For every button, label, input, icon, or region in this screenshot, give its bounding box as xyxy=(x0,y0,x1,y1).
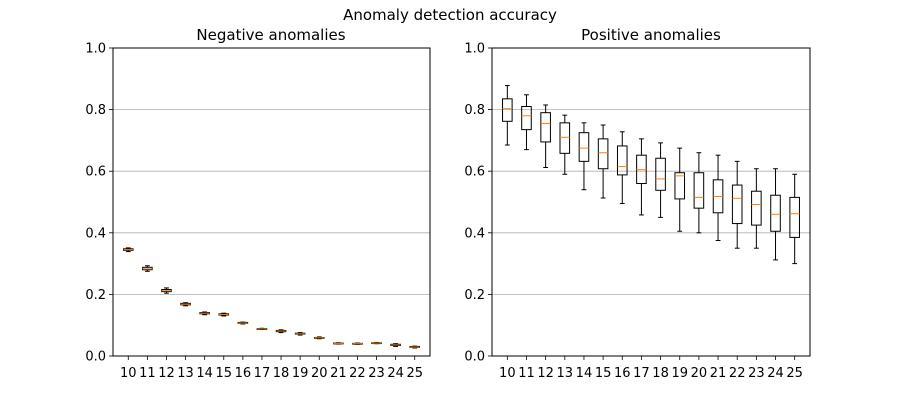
y-tick-label: 1.0 xyxy=(85,42,106,57)
x-tick-label: 23 xyxy=(748,366,765,381)
x-tick-label: 13 xyxy=(177,366,194,381)
x-tick-label: 25 xyxy=(406,366,423,381)
box-24 xyxy=(390,343,401,347)
box-16 xyxy=(237,321,249,325)
box-11 xyxy=(142,265,153,272)
iqr-box xyxy=(540,112,551,143)
y-tick-label: 1.0 xyxy=(464,42,485,57)
x-tick-label: 15 xyxy=(595,366,612,381)
y-tick-label: 0.0 xyxy=(85,350,106,365)
negative-anomalies-title: Negative anomalies xyxy=(196,26,345,44)
box-23 xyxy=(371,341,382,345)
positive-anomalies-title: Positive anomalies xyxy=(581,26,721,44)
x-tick-label: 20 xyxy=(311,366,328,381)
axes-frame xyxy=(491,47,811,357)
box-13 xyxy=(180,302,191,307)
x-tick-label: 24 xyxy=(767,366,784,381)
x-tick-label: 23 xyxy=(368,366,385,381)
box-22 xyxy=(352,342,363,345)
y-tick-label: 0.4 xyxy=(464,226,485,241)
iqr-box xyxy=(770,194,781,232)
y-tick-label: 0.2 xyxy=(464,288,485,303)
box-19 xyxy=(294,332,306,336)
x-tick-label: 11 xyxy=(518,366,535,381)
positive-anomalies-panel: Positive anomalies 0.00.20.40.60.81.010 1… xyxy=(464,26,811,381)
iqr-box xyxy=(521,106,532,131)
y-tick-label: 0.8 xyxy=(85,103,106,118)
box-25 xyxy=(789,173,800,265)
figure-title: Anomaly detection accuracy xyxy=(343,6,557,24)
box-12 xyxy=(540,104,551,169)
iqr-box xyxy=(751,190,762,226)
y-tick-label: 0.6 xyxy=(85,165,106,180)
box-16 xyxy=(616,131,628,205)
box-10 xyxy=(502,85,513,146)
box-10 xyxy=(123,247,134,253)
x-tick-label: 18 xyxy=(652,366,669,381)
x-tick-label: 20 xyxy=(691,366,708,381)
box-21 xyxy=(712,154,724,241)
box-12 xyxy=(161,287,172,294)
y-tick-label: 0.0 xyxy=(464,350,485,365)
box-23 xyxy=(751,168,762,249)
box-20 xyxy=(313,336,325,340)
y-tick-label: 0.4 xyxy=(85,226,106,241)
box-11 xyxy=(521,94,532,151)
box-13 xyxy=(559,114,571,175)
axes-frame xyxy=(112,47,431,357)
x-tick-label: 22 xyxy=(349,366,366,381)
y-tick-label: 0.8 xyxy=(464,103,485,118)
y-tick-label: 0.2 xyxy=(85,288,106,303)
iqr-box xyxy=(597,138,609,170)
x-tick-label: 19 xyxy=(292,366,309,381)
iqr-box xyxy=(674,172,686,200)
iqr-box xyxy=(731,184,743,225)
x-tick-label: 21 xyxy=(330,366,347,381)
x-tick-label: 13 xyxy=(557,366,574,381)
box-17 xyxy=(636,138,647,216)
x-tick-label: 10 xyxy=(499,366,516,381)
box-15 xyxy=(597,124,609,199)
box-25 xyxy=(409,345,420,349)
x-tick-label: 14 xyxy=(576,366,593,381)
x-tick-label: 12 xyxy=(537,366,554,381)
x-tick-label: 16 xyxy=(235,366,252,381)
x-tick-label: 16 xyxy=(614,366,631,381)
box-22 xyxy=(731,160,743,249)
iqr-box xyxy=(789,196,800,238)
box-19 xyxy=(674,147,686,232)
box-14 xyxy=(578,122,590,191)
x-tick-label: 14 xyxy=(196,366,213,381)
box-21 xyxy=(333,342,344,345)
box-17 xyxy=(256,327,268,331)
box-24 xyxy=(770,168,781,261)
iqr-box xyxy=(693,172,705,209)
x-tick-label: 22 xyxy=(729,366,746,381)
x-tick-label: 19 xyxy=(671,366,688,381)
iqr-box xyxy=(616,145,628,176)
x-tick-label: 17 xyxy=(254,366,271,381)
x-tick-label: 17 xyxy=(633,366,650,381)
iqr-box xyxy=(655,157,666,191)
iqr-box xyxy=(502,98,513,122)
box-18 xyxy=(275,329,287,334)
negative-anomalies-panel: Negative anomalies 0.00.20.40.60.81.010 1… xyxy=(85,26,431,381)
x-tick-label: 21 xyxy=(710,366,727,381)
x-tick-label: 18 xyxy=(273,366,290,381)
box-14 xyxy=(199,311,210,316)
iqr-box xyxy=(559,122,571,154)
x-tick-label: 15 xyxy=(215,366,232,381)
y-tick-label: 0.6 xyxy=(464,165,485,180)
x-tick-label: 11 xyxy=(139,366,156,381)
x-tick-label: 10 xyxy=(120,366,137,381)
x-tick-label: 25 xyxy=(786,366,803,381)
x-tick-label: 12 xyxy=(158,366,175,381)
box-15 xyxy=(218,312,230,317)
box-18 xyxy=(655,142,666,218)
iqr-box xyxy=(578,132,590,162)
box-20 xyxy=(693,152,705,234)
x-tick-label: 24 xyxy=(387,366,404,381)
